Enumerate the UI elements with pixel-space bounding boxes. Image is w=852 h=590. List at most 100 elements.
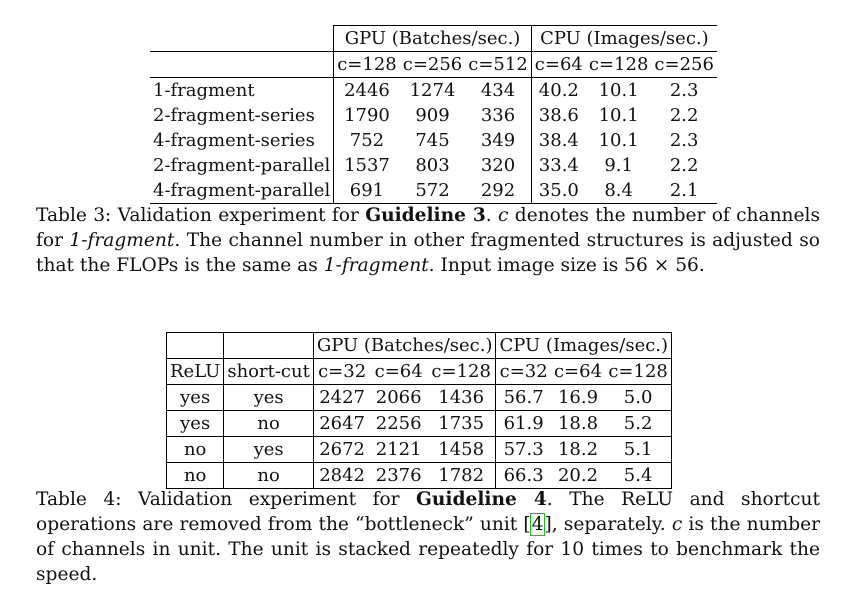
cell: 1790	[344, 104, 390, 126]
table4-relu-header: ReLU	[165, 358, 225, 385]
cell: 40.2	[538, 79, 579, 101]
shortcut-cell: yes	[223, 436, 314, 463]
table-3: GPU (Batches/sec.) CPU (Images/sec.) c=1…	[150, 25, 717, 204]
cell: 5.2	[605, 410, 673, 437]
cell: 752	[349, 129, 385, 151]
caption-text: . The ReLU and shortcut operations are r…	[36, 489, 820, 535]
cell: 61.9	[495, 410, 551, 437]
cell: 2647	[313, 410, 371, 437]
cell: 8.4	[585, 178, 652, 204]
cell: 20.2	[550, 462, 606, 489]
cell: 2.1	[651, 178, 717, 204]
caption-text: Table 4: Validation experiment for	[36, 489, 417, 510]
shortcut-cell: yes	[223, 384, 314, 411]
cell: 349	[465, 128, 532, 153]
caption-guideline: Guideline 3	[365, 205, 486, 226]
row-label: 4-fragment-series	[150, 128, 335, 153]
cell: 2672	[313, 436, 371, 463]
cell: 1458	[426, 436, 497, 463]
cell: 10.1	[598, 104, 639, 126]
table-row: yes yes 2427 2066 1436 56.7 16.9 5.0	[165, 384, 673, 411]
shortcut-cell: no	[223, 462, 314, 489]
caption-guideline: Guideline 4	[416, 489, 547, 510]
relu-cell: no	[165, 436, 225, 463]
table4-subheader: c=128	[605, 358, 673, 385]
cell: 691	[333, 178, 400, 204]
cell: 803	[415, 154, 450, 176]
cell: 1537	[344, 154, 390, 176]
shortcut-cell: no	[223, 410, 314, 437]
cell: 2.3	[669, 129, 699, 151]
cell: 5.1	[605, 436, 673, 463]
caption-text: denotes the number of channels for	[36, 205, 821, 251]
caption-variable: c	[671, 514, 683, 535]
cell: 16.9	[550, 384, 606, 411]
table3-subheader: c=256	[399, 51, 466, 78]
caption-italic: 1-fragment	[323, 255, 429, 276]
cell: 10.1	[598, 129, 639, 151]
table4-caption: Table 4: Validation experiment for Guide…	[36, 489, 820, 585]
table-4: GPU (Batches/sec.) CPU (Images/sec.) ReL…	[165, 332, 673, 489]
table-row: yes no 2647 2256 1735 61.9 18.8 5.2	[165, 410, 673, 437]
cell: 2066	[370, 384, 427, 411]
cell: 1436	[426, 384, 497, 411]
cell: 38.4	[538, 129, 579, 151]
cell: 320	[465, 153, 532, 178]
cell: 10.1	[598, 79, 639, 101]
cell: 909	[415, 104, 450, 126]
table-row: no no 2842 2376 1782 66.3 20.2 5.4	[165, 462, 673, 489]
relu-cell: no	[165, 462, 225, 489]
table4-subheader: c=64	[370, 358, 427, 385]
table3-gpu-header: GPU (Batches/sec.)	[333, 25, 532, 52]
row-label: 4-fragment-parallel	[150, 178, 335, 204]
cell: 572	[399, 178, 466, 204]
caption-text: .	[485, 205, 499, 226]
caption-text: . The channel number in other fragmented…	[36, 230, 820, 276]
cell: 35.0	[531, 178, 586, 204]
table4-shortcut-header: short-cut	[223, 358, 314, 385]
relu-cell: yes	[165, 410, 225, 437]
cell: 9.1	[604, 154, 633, 176]
cell: 2.3	[669, 79, 699, 101]
cell: 2427	[313, 384, 371, 411]
cell: 18.8	[550, 410, 606, 437]
cell: 18.2	[550, 436, 606, 463]
table3-cpu-header: CPU (Images/sec.)	[531, 25, 717, 52]
cell: 38.6	[538, 104, 579, 126]
table-row: 1-fragment 2446 1274 434 40.2 10.1 2.3	[150, 77, 717, 103]
table-row: 2-fragment-series 1790 909 336 38.6 10.1…	[150, 103, 717, 128]
table3-subheader: c=128	[585, 51, 652, 78]
cell: 434	[465, 77, 532, 103]
cell: 66.3	[495, 462, 551, 489]
table3-corner-sub	[150, 51, 334, 78]
cell: 1274	[409, 79, 456, 101]
table4-subheader: c=32	[495, 358, 551, 385]
cell: 57.3	[495, 436, 551, 463]
caption-text: is the number of channels in unit. The u…	[36, 514, 820, 585]
table3-subheader: c=256	[651, 51, 717, 78]
table4-cpu-header: CPU (Images/sec.)	[495, 332, 673, 359]
caption-italic: 1-fragment	[69, 230, 175, 251]
table3-corner	[150, 26, 334, 52]
table3-subheader: c=128	[333, 51, 400, 78]
cell: 2256	[370, 410, 427, 437]
table3-subheader: c=512	[465, 51, 532, 78]
table-row: no yes 2672 2121 1458 57.3 18.2 5.1	[165, 436, 673, 463]
cell: 5.0	[605, 384, 673, 411]
table4-gpu-header: GPU (Batches/sec.)	[313, 332, 497, 359]
citation-link[interactable]: 4	[529, 513, 546, 536]
cell: 33.4	[538, 154, 579, 176]
cell: 292	[465, 178, 532, 204]
row-label: 1-fragment	[150, 77, 335, 103]
cell: 2.2	[669, 154, 699, 176]
table-row: 2-fragment-parallel 1537 803 320 33.4 9.…	[150, 153, 717, 178]
cell: 745	[415, 129, 450, 151]
table4-subheader: c=32	[313, 358, 371, 385]
relu-cell: yes	[165, 384, 225, 411]
cell: 5.4	[605, 462, 673, 489]
cell: 2376	[370, 462, 427, 489]
table4-corner	[165, 332, 225, 359]
cell: 2.2	[669, 104, 699, 126]
cell: 1735	[426, 410, 497, 437]
cell: 1782	[426, 462, 497, 489]
